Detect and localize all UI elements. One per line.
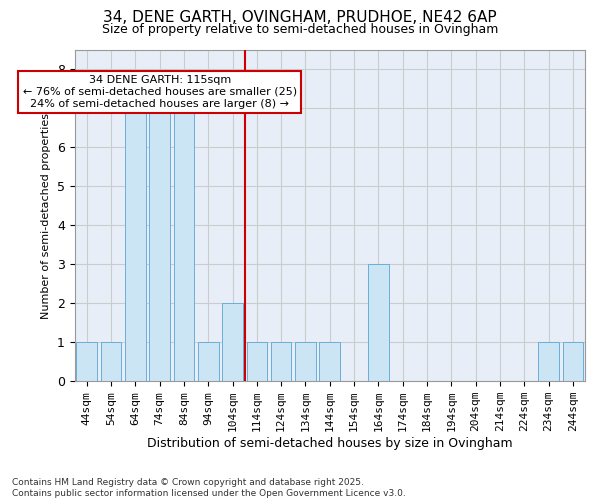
Bar — [295, 342, 316, 381]
Bar — [368, 264, 389, 381]
Y-axis label: Number of semi-detached properties: Number of semi-detached properties — [41, 112, 51, 318]
Text: Contains HM Land Registry data © Crown copyright and database right 2025.
Contai: Contains HM Land Registry data © Crown c… — [12, 478, 406, 498]
Bar — [319, 342, 340, 381]
Bar — [76, 342, 97, 381]
Bar — [173, 108, 194, 381]
Bar — [101, 342, 121, 381]
Text: Size of property relative to semi-detached houses in Ovingham: Size of property relative to semi-detach… — [102, 22, 498, 36]
Bar — [271, 342, 292, 381]
Bar — [125, 108, 146, 381]
Text: 34, DENE GARTH, OVINGHAM, PRUDHOE, NE42 6AP: 34, DENE GARTH, OVINGHAM, PRUDHOE, NE42 … — [103, 10, 497, 25]
Bar — [222, 304, 243, 381]
X-axis label: Distribution of semi-detached houses by size in Ovingham: Distribution of semi-detached houses by … — [147, 437, 512, 450]
Bar — [538, 342, 559, 381]
Bar — [198, 342, 218, 381]
Bar — [149, 108, 170, 381]
Text: 34 DENE GARTH: 115sqm
← 76% of semi-detached houses are smaller (25)
24% of semi: 34 DENE GARTH: 115sqm ← 76% of semi-deta… — [23, 76, 296, 108]
Bar — [563, 342, 583, 381]
Bar — [247, 342, 267, 381]
